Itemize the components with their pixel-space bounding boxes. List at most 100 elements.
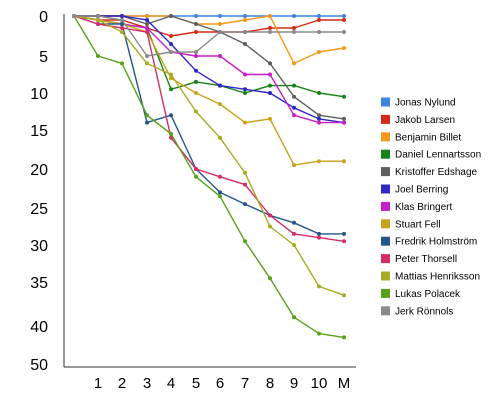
legend-swatch [381, 201, 390, 211]
x-tick-label: 9 [290, 375, 298, 392]
data-point [268, 91, 272, 95]
data-point [169, 87, 173, 92]
data-point [292, 315, 296, 320]
data-point [292, 243, 296, 247]
data-point [120, 30, 124, 34]
data-point [317, 235, 321, 240]
y-tick-labels: 0 5 10 15 20 25 30 35 40 50 [30, 9, 48, 374]
data-point [194, 79, 198, 84]
series-jerk-r-nnols [72, 14, 346, 58]
data-point [169, 34, 173, 38]
series-peter-thorsell [72, 14, 346, 244]
y-tick-label: 25 [30, 201, 48, 218]
data-point [342, 94, 346, 99]
data-point [145, 120, 149, 125]
series-line [74, 15, 344, 57]
data-point [317, 113, 321, 118]
data-point [342, 120, 346, 125]
data-point [218, 54, 222, 58]
data-point [342, 18, 346, 22]
data-point [292, 83, 296, 88]
data-point [243, 182, 247, 187]
data-point [268, 26, 272, 30]
series-mattias-henriksson [72, 14, 346, 298]
legend-label: Benjamin Billet [395, 132, 461, 143]
data-point [292, 14, 296, 18]
legend-label: Jerk Rönnols [395, 306, 453, 317]
data-point [292, 231, 296, 236]
data-point [120, 26, 124, 30]
legend-swatch [381, 132, 390, 142]
data-point [96, 22, 100, 26]
x-tick-label: M [338, 375, 351, 392]
data-point [243, 14, 247, 18]
data-point [96, 54, 100, 58]
legend-swatch [381, 114, 390, 124]
series-line [73, 15, 345, 242]
x-tick-label: 4 [167, 375, 175, 392]
data-point [268, 224, 272, 229]
legend-swatch [381, 288, 390, 298]
series-line [73, 15, 344, 166]
data-point [243, 170, 247, 175]
series-joel-berring [72, 14, 346, 125]
data-point [292, 163, 296, 168]
x-tick-labels: 1 2 3 4 5 6 7 8 9 10 M [94, 375, 350, 392]
data-point [317, 284, 321, 289]
data-point [317, 331, 321, 336]
data-point [268, 276, 272, 281]
data-point [243, 239, 247, 244]
data-point [243, 120, 247, 125]
series-benjamin-billet [72, 14, 346, 66]
legend-label: Jakob Larsen [395, 115, 455, 126]
legend-swatch [381, 97, 390, 107]
data-point [194, 174, 198, 179]
data-point [145, 54, 149, 58]
legend-swatch [381, 219, 390, 229]
series-lukas-polacek [72, 14, 346, 340]
y-tick-label: 15 [30, 123, 48, 140]
x-tick-label: 2 [118, 375, 126, 392]
series-line [73, 15, 344, 235]
legend-label: Fredrik Holmström [395, 237, 477, 248]
x-tick-label: 5 [192, 375, 200, 392]
legend-label: Peter Thorsell [395, 254, 457, 265]
legend-swatch [381, 271, 390, 281]
series-line [73, 15, 345, 296]
data-point [169, 72, 173, 77]
legend-swatch [381, 306, 390, 316]
data-point [169, 42, 173, 46]
data-point [292, 220, 296, 225]
legend-swatch [381, 184, 390, 194]
data-point [243, 202, 247, 207]
y-tick-label: 30 [30, 238, 48, 255]
data-point [120, 61, 124, 66]
data-point [292, 61, 296, 66]
data-point [342, 14, 346, 18]
x-tick-label: 10 [311, 375, 328, 392]
data-point [292, 94, 296, 99]
data-point [218, 83, 222, 88]
legend-swatch [381, 167, 390, 177]
data-point [194, 91, 198, 95]
data-point [268, 61, 272, 66]
data-point [194, 54, 198, 58]
legend-label: Joel Berring [395, 185, 448, 196]
data-point [145, 113, 149, 118]
legend: Jonas Nylund Jakob Larsen Benjamin Billet D… [381, 97, 481, 317]
data-point [194, 14, 198, 18]
legend-swatch [381, 149, 390, 159]
legend-swatch [381, 236, 390, 246]
data-point [169, 50, 173, 54]
data-point [218, 194, 222, 199]
data-point [145, 18, 149, 22]
data-point [194, 109, 198, 114]
data-point [145, 26, 149, 30]
data-point [120, 14, 124, 18]
data-point [317, 50, 321, 54]
series-lines [72, 14, 346, 340]
data-point [145, 30, 149, 34]
data-point [268, 116, 272, 121]
legend-label: Stuart Fell [395, 219, 441, 230]
data-point [342, 159, 346, 164]
